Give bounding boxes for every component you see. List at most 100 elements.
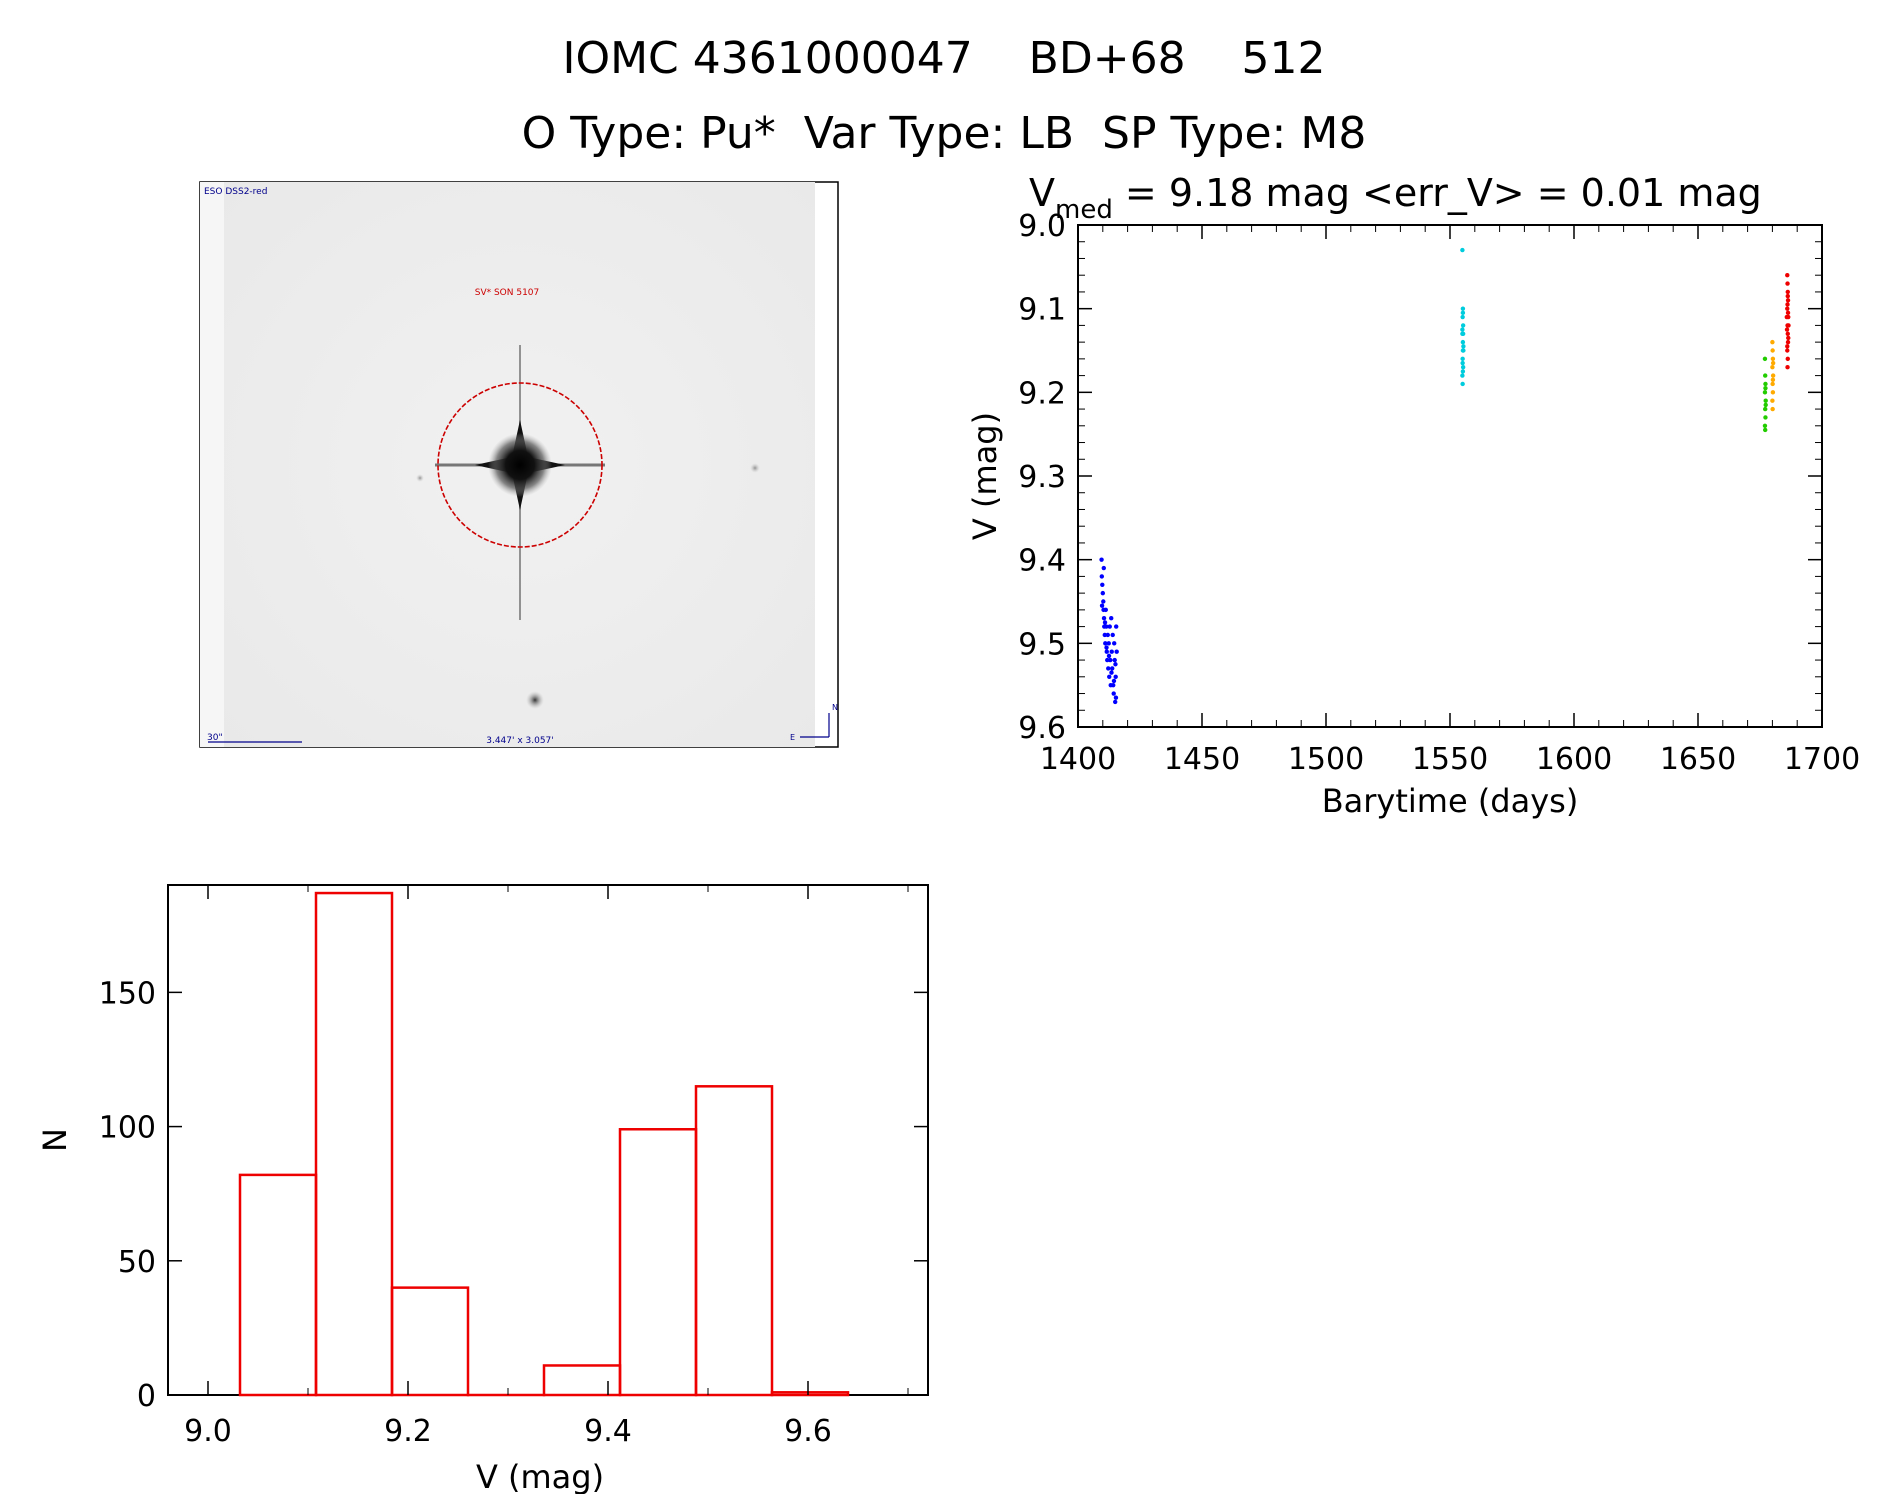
data-point: [1112, 657, 1117, 663]
data-point: [1101, 599, 1106, 604]
data-point: [1460, 373, 1465, 378]
y-tick-label: 9.1: [1018, 293, 1066, 328]
data-point: [1763, 406, 1768, 412]
y-tick-label: 9.6: [1018, 711, 1066, 746]
data-point: [1785, 348, 1790, 353]
x-tick-label: 1600: [1536, 742, 1612, 777]
aperture-circle: [437, 382, 603, 548]
x-tick-label: 9.0: [184, 1414, 232, 1449]
compass-icon: [800, 713, 830, 738]
data-point: [1762, 390, 1768, 395]
histogram-bar: [314, 891, 394, 1397]
faint-star: [526, 691, 544, 709]
data-point: [1106, 641, 1111, 646]
y-tick-label: 100: [99, 1111, 156, 1146]
compass-north-label: N: [832, 703, 838, 712]
data-point: [1770, 377, 1776, 382]
y-tick-label: 9.2: [1018, 376, 1066, 411]
figure-title-line2: O Type: Pu* Var Type: LB SP Type: M8: [522, 108, 1367, 159]
data-point: [1460, 331, 1466, 336]
data-point: [1101, 565, 1106, 571]
faint-star: [750, 463, 760, 473]
data-point: [1104, 624, 1109, 629]
x-tick-label: 1400: [1040, 742, 1116, 777]
data-point: [1104, 645, 1109, 650]
data-point: [1460, 369, 1466, 374]
x-tick-label: 1500: [1288, 742, 1364, 777]
data-point: [1770, 398, 1775, 403]
histogram-plot: 9.0 9.2 9.4 9.6 0 50 100 150 V (mag) N: [36, 884, 929, 1494]
compass-east-label: E: [790, 733, 795, 742]
data-point: [1770, 339, 1775, 345]
data-point: [1099, 574, 1105, 579]
data-point: [1784, 314, 1789, 320]
data-point: [1104, 649, 1109, 654]
data-point: [1770, 381, 1775, 387]
histogram-xlabel: V (mag): [476, 1458, 604, 1494]
data-point: [1109, 616, 1114, 621]
data-point: [1113, 624, 1119, 629]
data-point: [1785, 331, 1790, 336]
x-tick-label: 1550: [1412, 742, 1488, 777]
histogram-bar: [694, 1085, 774, 1397]
y-tick-label: 9.4: [1018, 544, 1066, 579]
histogram-bar: [238, 1173, 318, 1397]
data-point: [1099, 603, 1105, 608]
light-curve-points: [1099, 247, 1791, 705]
data-point: [1762, 356, 1768, 362]
data-point: [1770, 373, 1776, 378]
data-point: [1770, 356, 1776, 362]
x-tick-label: 1650: [1660, 742, 1736, 777]
data-point: [1100, 590, 1106, 596]
data-point: [1763, 427, 1768, 433]
data-point: [1100, 582, 1105, 587]
x-tick-label: 9.4: [584, 1414, 632, 1449]
data-point: [1114, 649, 1119, 654]
histogram-ylabel: N: [36, 1128, 74, 1152]
data-point: [1460, 310, 1466, 316]
data-point: [1770, 365, 1775, 370]
data-point: [1785, 356, 1790, 362]
data-point: [1786, 335, 1791, 341]
data-point: [1785, 339, 1791, 345]
light-curve-xlabel: Barytime (days): [1322, 782, 1579, 820]
data-point: [1108, 657, 1113, 663]
data-point: [1770, 406, 1775, 412]
data-point: [1460, 360, 1465, 366]
data-point: [1785, 293, 1790, 299]
data-point: [1460, 356, 1465, 362]
data-point: [1763, 385, 1768, 391]
data-point: [1113, 674, 1118, 679]
histogram-bar: [770, 1391, 850, 1397]
y-tick-label: 9.0: [1018, 209, 1066, 244]
data-point: [1784, 327, 1790, 332]
data-point: [1101, 616, 1107, 621]
data-point: [1111, 691, 1116, 696]
histogram-bar: [618, 1128, 698, 1397]
histogram-axes-frame: [167, 884, 929, 1396]
faint-star: [416, 474, 424, 482]
scale-label: 30": [207, 733, 223, 743]
histogram-ticks: 9.0 9.2 9.4 9.6 0 50 100 150: [99, 885, 928, 1449]
data-point: [1770, 390, 1776, 395]
y-tick-label: 150: [99, 976, 156, 1011]
data-point: [1785, 298, 1791, 303]
figure-title-line1: IOMC 4361000047 BD+68 512: [562, 33, 1325, 84]
data-point: [1785, 365, 1790, 370]
x-tick-label: 1450: [1164, 742, 1240, 777]
light-curve-ylabel: V (mag): [966, 412, 1004, 540]
title-subscript: med: [1055, 195, 1113, 225]
x-tick-label: 9.2: [384, 1414, 432, 1449]
data-point: [1113, 699, 1118, 705]
data-point: [1460, 247, 1465, 253]
data-point: [1763, 415, 1768, 420]
data-point: [1107, 674, 1112, 679]
data-point: [1460, 306, 1466, 311]
size-label: 3.447' x 3.057': [486, 736, 554, 746]
data-point: [1460, 314, 1465, 320]
target-star: [488, 433, 552, 497]
title-rest: = 9.18 mag <err_V> = 0.01 mag: [1113, 171, 1762, 215]
data-point: [1763, 398, 1768, 403]
data-point: [1785, 273, 1790, 278]
